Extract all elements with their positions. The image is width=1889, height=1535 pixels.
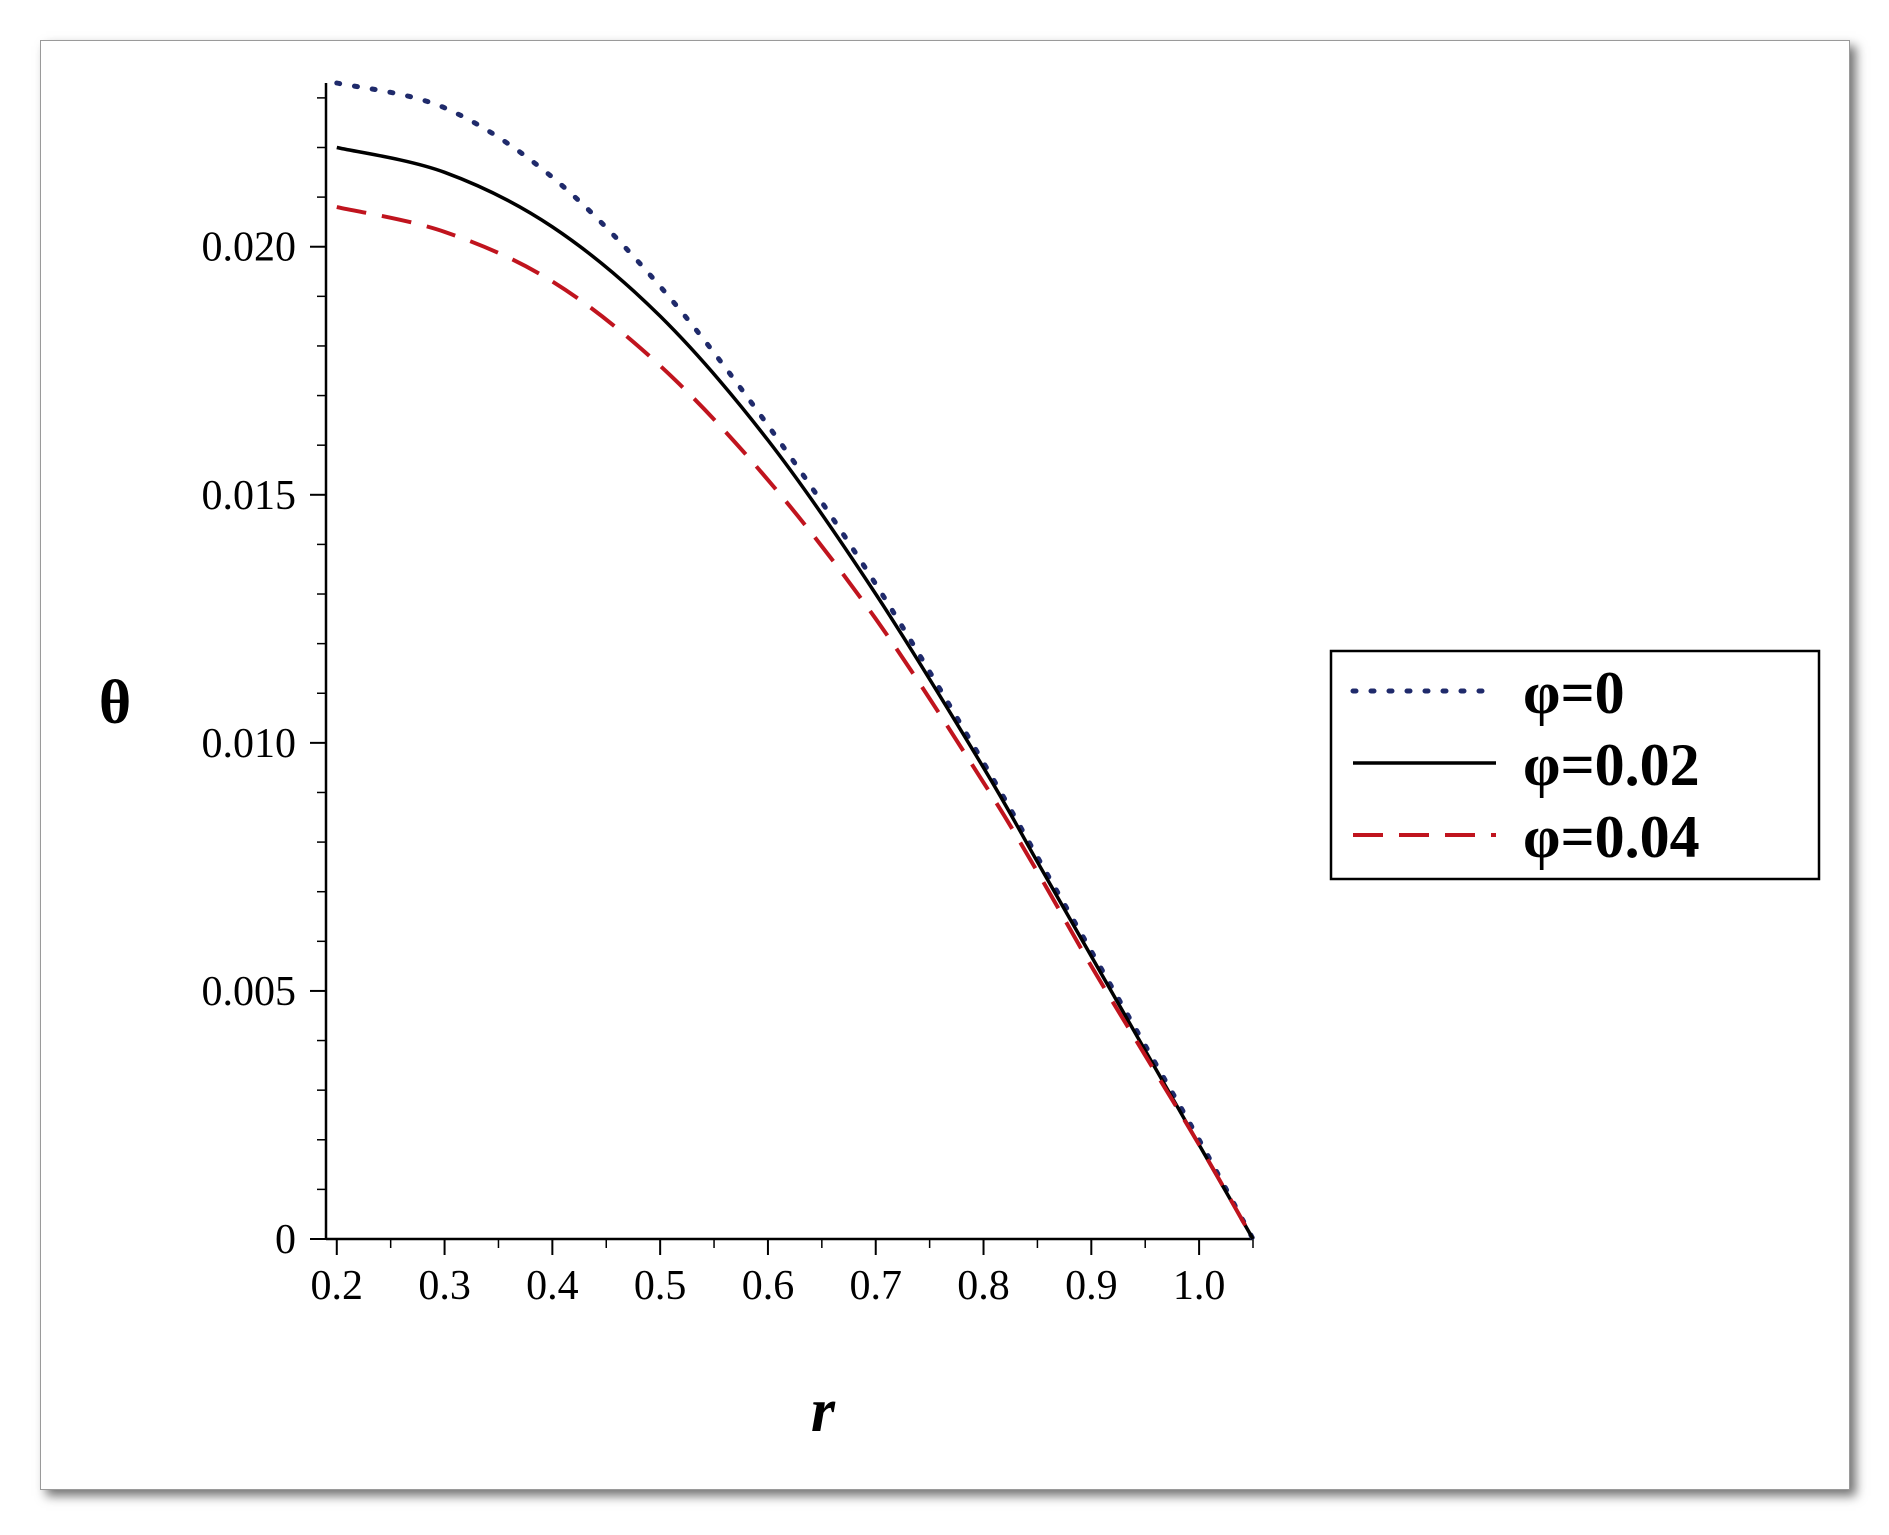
x-tick-label: 0.7 [849,1263,902,1309]
y-tick-label: 0 [275,1217,296,1263]
x-tick-label: 0.5 [634,1263,687,1309]
series-line-0 [334,80,1256,1242]
y-tick-label: 0.015 [202,473,297,519]
x-tick-label: 0.4 [526,1263,579,1309]
x-tick-label: 0.2 [311,1263,364,1309]
x-tick-label: 0.3 [418,1263,471,1309]
series-layer [334,80,1256,1242]
series-line-2 [336,205,1255,1240]
y-axis-label: θ [99,669,131,737]
y-tick-label: 0.005 [202,969,297,1015]
x-tick-label: 0.6 [742,1263,795,1309]
legend-entry-1: φ=0.02 [1523,732,1700,798]
legend-box [1329,649,1821,881]
y-tick-label: 0.020 [202,225,297,271]
x-axis-label: r [811,1377,836,1445]
y-tick-label: 0.010 [202,721,297,767]
line-chart: 0.2 0.3 0.4 0.5 0.6 0.7 0.8 0.9 1.0 0 0.005 0.010 0.… [99,80,1821,1445]
legend-entry-0: φ=0 [1523,660,1625,726]
chart-frame: 0.2 0.3 0.4 0.5 0.6 0.7 0.8 0.9 1.0 0 0.005 0.010 0.… [40,40,1850,1490]
legend: φ=0φ=0.02φ=0.04 [1329,649,1821,881]
legend-entry-2: φ=0.04 [1523,804,1700,870]
series-line-1 [336,145,1255,1240]
x-tick-label: 1.0 [1173,1263,1226,1309]
axes: 0.2 0.3 0.4 0.5 0.6 0.7 0.8 0.9 1.0 0 0.005 0.010 0.… [202,83,1254,1309]
x-tick-label: 0.9 [1065,1263,1118,1309]
x-tick-label: 0.8 [957,1263,1010,1309]
